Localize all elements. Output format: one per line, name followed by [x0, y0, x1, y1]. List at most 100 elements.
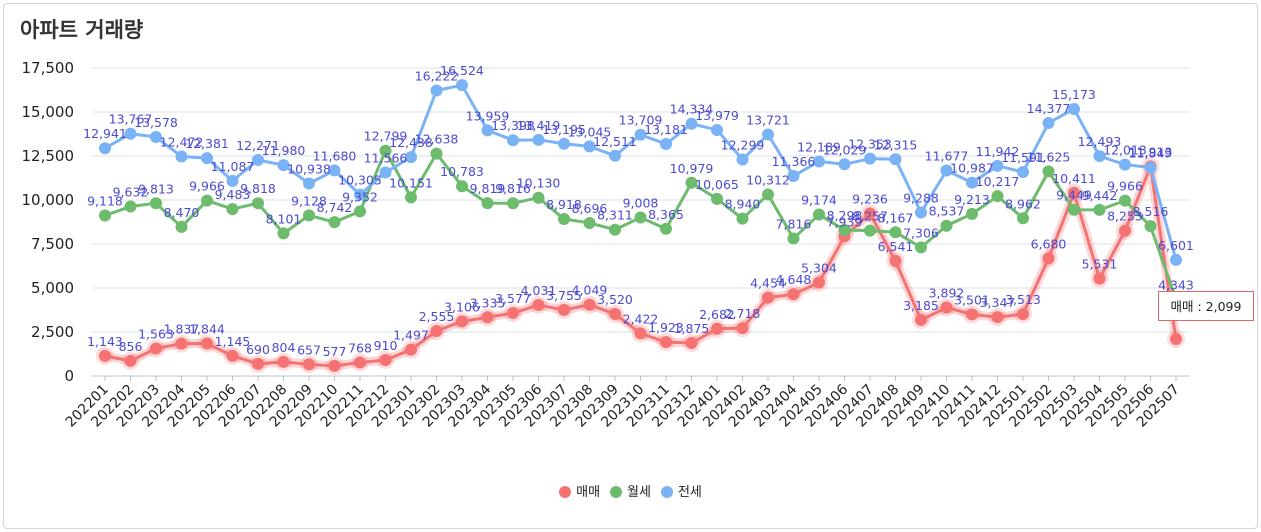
data-point[interactable]	[226, 203, 239, 216]
data-point[interactable]	[1093, 150, 1106, 163]
data-point[interactable]	[99, 349, 111, 362]
data-point[interactable]	[201, 194, 213, 207]
data-point[interactable]	[609, 308, 621, 321]
data-point[interactable]	[583, 298, 596, 311]
data-point[interactable]	[379, 144, 392, 157]
data-point[interactable]	[328, 359, 341, 372]
data-point[interactable]	[1093, 203, 1106, 216]
data-point[interactable]	[124, 200, 137, 213]
data-point[interactable]	[762, 188, 774, 201]
data-point[interactable]	[940, 219, 953, 232]
data-point[interactable]	[634, 211, 647, 224]
data-point[interactable]	[303, 177, 315, 190]
data-point[interactable]	[685, 337, 698, 349]
data-point[interactable]	[456, 79, 468, 92]
data-point[interactable]	[1170, 253, 1182, 266]
data-point[interactable]	[226, 174, 239, 187]
data-point[interactable]	[430, 84, 443, 97]
data-point[interactable]	[252, 154, 264, 167]
data-point[interactable]	[175, 337, 188, 350]
data-point[interactable]	[175, 150, 188, 163]
data-point[interactable]	[685, 176, 698, 189]
data-point[interactable]	[124, 127, 137, 140]
data-point[interactable]	[150, 197, 162, 210]
data-point[interactable]	[99, 209, 111, 222]
data-point[interactable]	[1119, 158, 1131, 171]
data-point[interactable]	[226, 349, 239, 362]
data-point[interactable]	[328, 216, 341, 229]
data-point[interactable]	[558, 213, 570, 226]
data-point[interactable]	[889, 153, 902, 166]
data-point[interactable]	[1017, 212, 1029, 225]
data-point[interactable]	[277, 159, 290, 172]
data-point[interactable]	[966, 176, 978, 189]
data-point[interactable]	[405, 151, 417, 164]
data-point[interactable]	[430, 325, 443, 338]
data-point[interactable]	[1170, 333, 1182, 346]
data-point[interactable]	[277, 227, 290, 240]
data-point[interactable]	[1144, 220, 1157, 233]
legend-item[interactable]: 월세	[610, 481, 651, 500]
data-point[interactable]	[456, 180, 468, 193]
data-point[interactable]	[481, 311, 494, 324]
data-point[interactable]	[405, 343, 417, 356]
data-point[interactable]	[558, 303, 570, 316]
data-point[interactable]	[532, 191, 545, 204]
data-point[interactable]	[252, 197, 264, 210]
data-point[interactable]	[379, 166, 392, 179]
data-point[interactable]	[864, 224, 876, 237]
data-point[interactable]	[354, 356, 366, 369]
data-point[interactable]	[303, 209, 315, 222]
data-point[interactable]	[201, 152, 213, 165]
data-point[interactable]	[991, 311, 1004, 324]
data-point[interactable]	[660, 138, 672, 151]
data-point[interactable]	[762, 291, 774, 304]
data-point[interactable]	[889, 254, 902, 267]
data-point[interactable]	[813, 208, 825, 221]
data-point[interactable]	[915, 241, 927, 254]
data-point[interactable]	[991, 159, 1004, 172]
data-point[interactable]	[252, 357, 264, 370]
data-point[interactable]	[813, 155, 825, 168]
data-point[interactable]	[736, 322, 749, 335]
data-point[interactable]	[583, 140, 596, 153]
data-point[interactable]	[940, 301, 953, 314]
data-point[interactable]	[507, 307, 519, 320]
data-point[interactable]	[864, 207, 876, 220]
data-point[interactable]	[711, 322, 723, 335]
data-point[interactable]	[430, 147, 443, 160]
data-point[interactable]	[150, 342, 162, 355]
data-point[interactable]	[915, 206, 927, 219]
data-point[interactable]	[99, 142, 111, 155]
data-point[interactable]	[634, 128, 647, 141]
data-point[interactable]	[940, 164, 953, 177]
data-point[interactable]	[889, 226, 902, 239]
data-point[interactable]	[507, 134, 519, 147]
data-point[interactable]	[787, 232, 800, 245]
data-point[interactable]	[864, 152, 876, 165]
data-point[interactable]	[660, 336, 672, 349]
data-point[interactable]	[201, 337, 213, 350]
data-point[interactable]	[354, 205, 366, 218]
data-point[interactable]	[966, 308, 978, 321]
data-point[interactable]	[328, 164, 341, 177]
data-point[interactable]	[838, 158, 851, 171]
data-point[interactable]	[711, 192, 723, 205]
data-point[interactable]	[1042, 116, 1055, 129]
data-point[interactable]	[1042, 252, 1055, 265]
series-points[interactable]	[96, 79, 1185, 375]
data-point[interactable]	[456, 315, 468, 328]
data-point[interactable]	[736, 153, 749, 166]
data-point[interactable]	[150, 131, 162, 144]
data-point[interactable]	[124, 354, 137, 367]
data-point[interactable]	[762, 128, 774, 141]
data-point[interactable]	[736, 212, 749, 225]
data-point[interactable]	[1093, 272, 1106, 285]
data-point[interactable]	[609, 223, 621, 236]
data-point[interactable]	[1119, 194, 1131, 207]
data-point[interactable]	[583, 216, 596, 229]
data-point[interactable]	[660, 222, 672, 235]
data-point[interactable]	[277, 355, 290, 368]
data-point[interactable]	[609, 149, 621, 162]
data-point[interactable]	[354, 188, 366, 201]
